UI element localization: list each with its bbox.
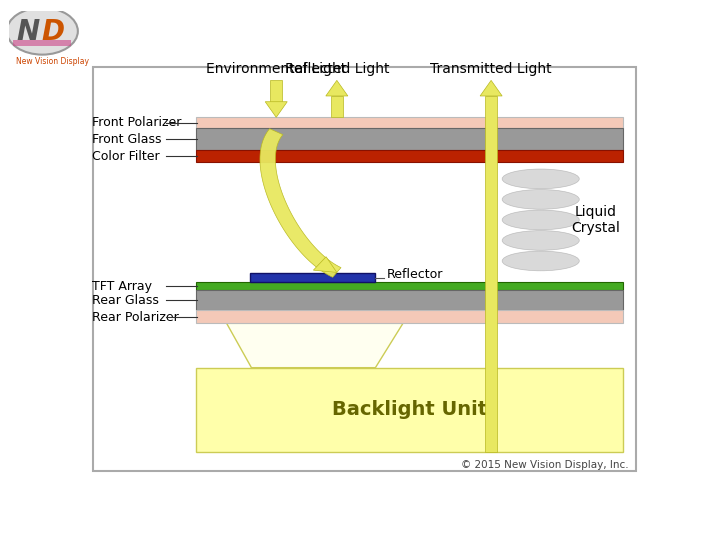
Polygon shape: [260, 129, 341, 277]
Text: © 2015 New Vision Display, Inc.: © 2015 New Vision Display, Inc.: [461, 461, 629, 470]
Bar: [270, 80, 282, 102]
Text: Rear Glass: Rear Glass: [92, 294, 159, 307]
Polygon shape: [314, 257, 337, 272]
Text: TFT Array: TFT Array: [92, 280, 151, 293]
Bar: [485, 96, 497, 452]
Ellipse shape: [502, 210, 579, 230]
Circle shape: [7, 7, 78, 55]
Text: D: D: [41, 18, 65, 46]
Text: Transmitted Light: Transmitted Light: [430, 62, 552, 76]
Text: Color Filter: Color Filter: [92, 150, 159, 163]
Bar: [331, 96, 343, 117]
Bar: [196, 282, 624, 290]
Text: Liquid
Crystal: Liquid Crystal: [572, 205, 620, 235]
Polygon shape: [326, 80, 348, 96]
Bar: [196, 310, 624, 324]
Text: New Vision Display: New Vision Display: [16, 57, 90, 66]
Bar: [250, 273, 375, 282]
Text: Front Polarizer: Front Polarizer: [92, 116, 181, 129]
Text: Environmental Light: Environmental Light: [206, 62, 346, 76]
Polygon shape: [265, 102, 287, 117]
Text: Rear Polarizer: Rear Polarizer: [92, 311, 178, 324]
Polygon shape: [227, 324, 403, 368]
Ellipse shape: [502, 231, 579, 251]
Ellipse shape: [502, 169, 579, 189]
Ellipse shape: [502, 251, 579, 271]
Text: Reflector: Reflector: [387, 268, 443, 280]
Text: Backlight Unit: Backlight Unit: [332, 400, 488, 419]
Bar: [196, 368, 624, 452]
Bar: [13, 40, 71, 46]
Ellipse shape: [502, 190, 579, 209]
Bar: [196, 127, 624, 150]
Text: Front Glass: Front Glass: [92, 133, 161, 146]
Bar: [196, 290, 624, 310]
Text: Reflected Light: Reflected Light: [284, 62, 389, 76]
Bar: [196, 150, 624, 163]
Polygon shape: [480, 80, 502, 96]
Bar: [196, 117, 624, 127]
Text: N: N: [16, 18, 40, 46]
